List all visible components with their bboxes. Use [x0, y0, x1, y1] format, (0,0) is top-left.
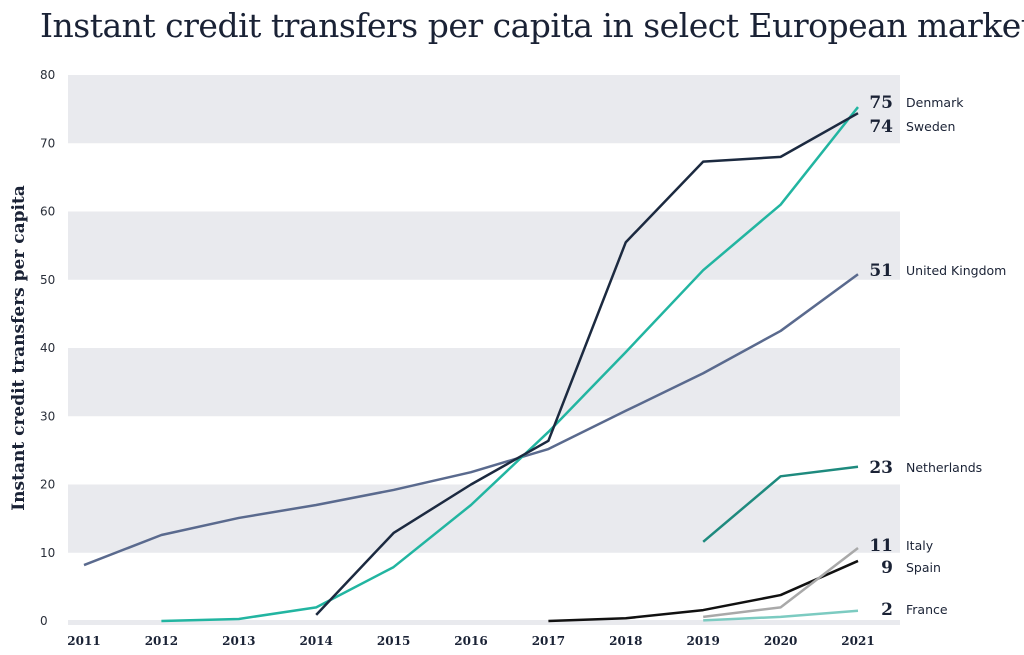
- end-value-label: 23: [869, 458, 893, 478]
- series-lines: [83, 106, 859, 623]
- x-tick-label: 2016: [454, 634, 487, 648]
- country-label: Denmark: [906, 95, 964, 110]
- x-tick-label: 2019: [686, 634, 719, 648]
- series-line-united-kingdom: [83, 273, 859, 567]
- series-line-france: [703, 609, 859, 622]
- x-tick-label: 2021: [841, 634, 874, 648]
- grid-band: [68, 348, 900, 417]
- baseline: [68, 620, 900, 625]
- country-label: Italy: [906, 538, 934, 553]
- x-tick-label: 2015: [377, 634, 410, 648]
- end-value-label: 75: [869, 93, 893, 113]
- series-line-sweden: [315, 112, 859, 616]
- x-tick-label: 2018: [609, 634, 642, 648]
- y-tick-label: 40: [40, 341, 55, 355]
- y-tick-label: 70: [40, 136, 55, 150]
- country-label: Sweden: [906, 119, 955, 134]
- x-tick-label: 2017: [532, 634, 565, 648]
- x-tick-label: 2012: [145, 634, 178, 648]
- series-labels: 75 Denmark 74 Sweden 51 United Kingdom 23 Nethe…: [869, 93, 1006, 620]
- x-tick-label: 2020: [764, 634, 797, 648]
- end-value-label: 74: [869, 117, 893, 137]
- y-tick-label: 20: [40, 478, 55, 492]
- country-label: Netherlands: [906, 460, 982, 475]
- grid-band: [68, 484, 900, 553]
- end-value-label: 2: [881, 600, 893, 620]
- y-tick-label: 60: [40, 205, 55, 219]
- series-line-italy: [703, 546, 859, 619]
- series-line-netherlands: [702, 465, 859, 543]
- y-tick-label: 10: [40, 546, 55, 560]
- grid-band: [68, 75, 900, 144]
- chart-title: Instant credit transfers per capita in s…: [40, 6, 1024, 45]
- series-line-denmark: [161, 106, 859, 623]
- y-tick-label: 80: [40, 68, 55, 82]
- y-tick-label: 50: [40, 273, 55, 287]
- x-tick-label: 2013: [222, 634, 255, 648]
- country-label: France: [906, 602, 948, 617]
- y-tick-label: 30: [40, 409, 55, 423]
- y-axis-ticks: 0 10 20 30 40 50 60 70 80: [40, 68, 55, 628]
- x-axis-ticks: 2011 2012 2013 2014 2015 2016 2017 2018 2019 2020…: [67, 634, 874, 648]
- end-value-label: 51: [869, 261, 893, 281]
- y-axis-label: Instant credit transfers per capita: [9, 185, 29, 511]
- end-value-label: 11: [869, 536, 893, 556]
- country-label: United Kingdom: [906, 263, 1006, 278]
- grid-bands: [68, 75, 900, 625]
- end-value-label: 9: [881, 558, 893, 578]
- series-line-spain: [548, 559, 859, 623]
- y-tick-label: 0: [40, 614, 48, 628]
- x-tick-label: 2011: [67, 634, 100, 648]
- grid-band: [68, 211, 900, 280]
- x-tick-label: 2014: [299, 634, 332, 648]
- country-label: Spain: [906, 560, 941, 575]
